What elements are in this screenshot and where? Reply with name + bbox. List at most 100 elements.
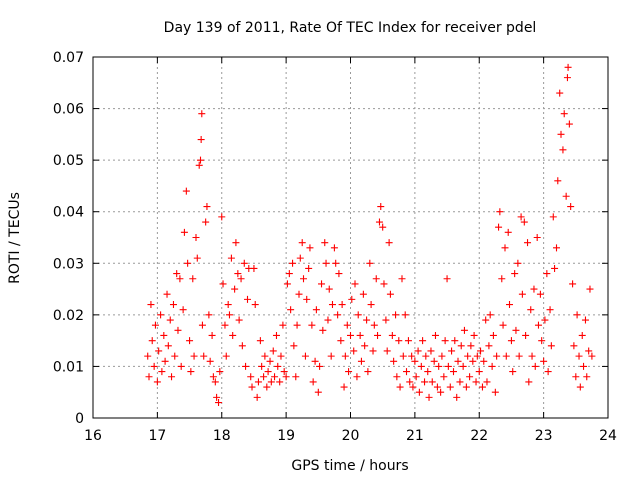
- data-point: [168, 373, 176, 381]
- data-point: [216, 368, 224, 376]
- data-point: [282, 373, 290, 381]
- data-point: [388, 331, 396, 339]
- data-point: [441, 337, 449, 345]
- data-point: [177, 362, 185, 370]
- data-point: [570, 342, 578, 350]
- data-point: [359, 290, 367, 298]
- data-point: [448, 347, 456, 355]
- data-point: [475, 368, 483, 376]
- x-tick-label: 20: [342, 428, 360, 444]
- plot-frame: [92, 56, 609, 419]
- data-point: [469, 357, 477, 365]
- data-point: [240, 259, 248, 267]
- data-point: [565, 120, 573, 128]
- data-point: [419, 337, 427, 345]
- data-point: [547, 342, 555, 350]
- data-point: [335, 270, 343, 278]
- data-point: [390, 357, 398, 365]
- data-point: [493, 352, 501, 360]
- data-point: [215, 399, 223, 407]
- data-point: [332, 259, 340, 267]
- data-point: [258, 362, 266, 370]
- data-point: [261, 352, 269, 360]
- data-point: [309, 378, 317, 386]
- x-axis-label: GPS time / hours: [291, 458, 408, 474]
- data-point: [324, 316, 332, 324]
- data-point: [412, 373, 420, 381]
- data-point: [276, 378, 284, 386]
- data-point: [425, 393, 433, 401]
- data-point: [498, 275, 506, 283]
- data-point: [409, 383, 417, 391]
- data-point: [559, 146, 567, 154]
- x-tick-label: 16: [84, 428, 102, 444]
- data-point: [213, 393, 221, 401]
- data-point: [480, 357, 488, 365]
- data-point: [525, 378, 533, 386]
- y-tick-labels: 0 0.01 0.02 0.03 0.04 0.05 0.06 0.07: [53, 50, 84, 427]
- y-tick-label: 0.07: [53, 50, 84, 66]
- data-point: [222, 352, 230, 360]
- data-point: [386, 290, 394, 298]
- data-point: [219, 280, 227, 288]
- data-point: [144, 352, 152, 360]
- data-point: [462, 383, 470, 391]
- data-point: [396, 383, 404, 391]
- data-point: [518, 290, 526, 298]
- data-point: [546, 306, 554, 314]
- data-point: [366, 259, 374, 267]
- data-point: [563, 74, 571, 82]
- data-point: [254, 378, 262, 386]
- data-point: [186, 337, 194, 345]
- data-point: [148, 337, 156, 345]
- data-point: [266, 357, 274, 365]
- data-point: [517, 213, 525, 221]
- data-point: [274, 362, 282, 370]
- data-point: [576, 383, 584, 391]
- data-point: [290, 342, 298, 350]
- data-point: [203, 203, 211, 211]
- data-point: [524, 239, 532, 247]
- data-point: [195, 161, 203, 169]
- data-point: [184, 259, 192, 267]
- data-point: [248, 383, 256, 391]
- data-point: [540, 357, 548, 365]
- x-tick-label: 24: [599, 428, 617, 444]
- data-point: [341, 352, 349, 360]
- data-point: [514, 259, 522, 267]
- data-point: [250, 264, 258, 272]
- data-point: [328, 301, 336, 309]
- y-tick-label: 0.06: [53, 102, 84, 118]
- data-point: [367, 301, 375, 309]
- grid-lines: [93, 57, 608, 418]
- data-point: [440, 373, 448, 381]
- data-point: [417, 362, 425, 370]
- data-point: [372, 275, 380, 283]
- data-point: [528, 352, 536, 360]
- data-point: [486, 311, 494, 319]
- data-point: [401, 311, 409, 319]
- data-point: [580, 362, 588, 370]
- data-point: [501, 244, 509, 252]
- data-point: [235, 316, 243, 324]
- data-point: [363, 316, 371, 324]
- y-tick-label: 0.04: [53, 205, 84, 221]
- data-point: [253, 393, 261, 401]
- x-tick-label: 19: [277, 428, 295, 444]
- data-point: [533, 234, 541, 241]
- data-point: [280, 368, 288, 376]
- data-point: [583, 373, 591, 381]
- data-point: [164, 342, 172, 350]
- data-point: [398, 275, 406, 283]
- data-point: [327, 352, 335, 360]
- data-point: [482, 316, 490, 324]
- y-tick-label: 0.02: [53, 308, 84, 324]
- data-point: [208, 331, 216, 339]
- data-point: [507, 337, 515, 345]
- y-tick-label: 0: [75, 411, 84, 427]
- data-point: [375, 218, 383, 226]
- data-point: [264, 368, 272, 376]
- data-point: [428, 378, 436, 386]
- data-point: [169, 301, 177, 309]
